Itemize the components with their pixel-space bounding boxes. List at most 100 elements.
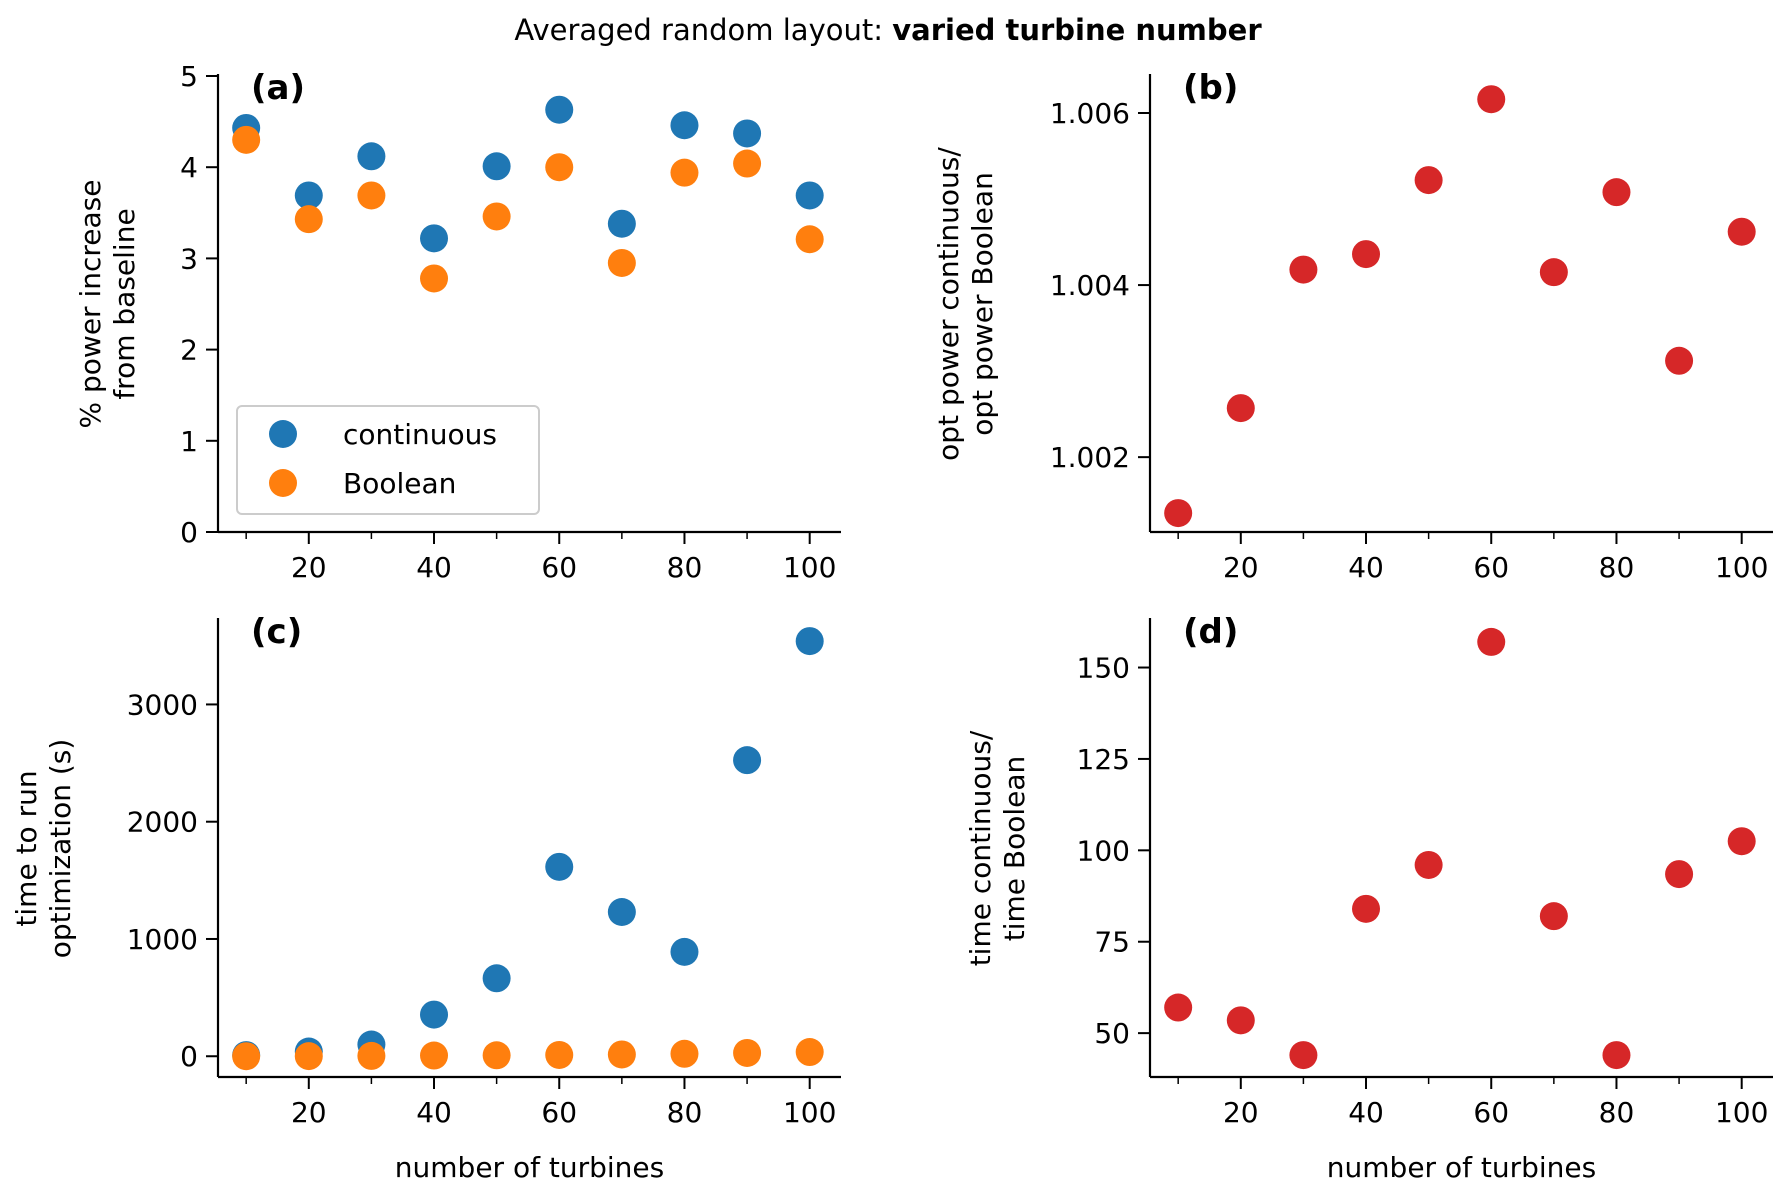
panel-label: (d) (1183, 612, 1238, 652)
x-tick-label: 100 (1715, 551, 1768, 584)
data-point-continuous (482, 152, 511, 181)
x-tick-label: 40 (1348, 1096, 1384, 1129)
data-point-ratio (1665, 346, 1694, 375)
data-point-boolean (795, 1038, 824, 1067)
data-point-boolean (294, 1042, 323, 1071)
panel-a: 0 1 2 3 4 5 20 40 60 80 100 (a) % power increasefrom… (74, 60, 841, 584)
data-point-ratio (1289, 1041, 1318, 1070)
data-point-continuous (545, 95, 574, 124)
series-boolean (232, 1038, 824, 1071)
data-point-continuous (670, 111, 699, 140)
x-tick-label: 80 (1599, 1096, 1635, 1129)
data-point-ratio (1226, 1006, 1255, 1035)
y-tick-label: 4 (180, 151, 198, 184)
data-point-ratio (1352, 240, 1381, 269)
x-tick-label: 80 (1599, 551, 1635, 584)
data-point-boolean (733, 149, 762, 178)
figure-title: Averaged random layout: varied turbine n… (514, 13, 1262, 47)
y-tick-label: 2 (180, 334, 198, 367)
data-point-ratio (1539, 258, 1568, 287)
x-tick-label: 20 (291, 1096, 327, 1129)
panel-label: (b) (1183, 68, 1238, 108)
y-tick-label: 1000 (127, 923, 198, 956)
data-point-ratio (1226, 394, 1255, 423)
data-point-ratio (1289, 255, 1318, 284)
data-point-continuous (357, 142, 386, 171)
data-point-continuous (670, 937, 699, 966)
y-tick-label: 100 (1077, 834, 1130, 867)
series-ratio (1164, 85, 1756, 528)
y-axis-label-line: % power increase (74, 180, 107, 429)
series-ratio (1164, 627, 1756, 1070)
x-tick-label: 60 (1473, 1096, 1509, 1129)
data-point-ratio (1164, 499, 1193, 528)
data-point-boolean (733, 1038, 762, 1067)
data-point-ratio (1539, 902, 1568, 931)
figure-title-bold: varied turbine number (892, 13, 1262, 47)
x-tick-label: 100 (783, 1096, 836, 1129)
y-tick-label: 75 (1094, 926, 1130, 959)
data-point-ratio (1414, 166, 1443, 195)
y-tick-label: 3000 (127, 688, 198, 721)
y-axis-label-line: from baseline (108, 208, 141, 399)
y-tick-label: 1.006 (1050, 97, 1130, 130)
y-axis-label: time continuous/time Boolean (964, 730, 1031, 966)
data-point-continuous (294, 181, 323, 210)
data-point-ratio (1164, 993, 1193, 1022)
x-tick-label: 20 (1223, 551, 1259, 584)
legend-marker (269, 469, 297, 497)
x-tick-label: 100 (1715, 1096, 1768, 1129)
data-point-boolean (670, 158, 699, 187)
y-axis-label-line: time to run (10, 770, 43, 926)
x-tick-label: 60 (541, 551, 577, 584)
x-axis-label: number of turbines (1327, 1151, 1596, 1184)
y-axis-label: opt power continuous/opt power Boolean (932, 147, 999, 461)
y-tick-label: 1.004 (1050, 269, 1130, 302)
data-point-boolean (420, 1041, 449, 1070)
legend-marker (269, 420, 297, 448)
x-tick-label: 20 (291, 551, 327, 584)
data-point-boolean (607, 248, 636, 277)
data-point-continuous (420, 224, 449, 253)
y-tick-label: 0 (180, 1040, 198, 1073)
data-point-continuous (795, 627, 824, 656)
data-point-continuous (733, 746, 762, 775)
data-point-boolean (545, 1040, 574, 1069)
y-tick-label: 50 (1094, 1017, 1130, 1050)
data-point-continuous (420, 1000, 449, 1029)
series-continuous (232, 627, 824, 1070)
legend-label: continuous (343, 418, 497, 451)
y-tick-label: 1.002 (1050, 441, 1130, 474)
x-axis-label: number of turbines (395, 1151, 664, 1184)
series-continuous (232, 95, 824, 253)
data-point-boolean (294, 205, 323, 234)
data-point-boolean (795, 225, 824, 254)
data-point-boolean (357, 181, 386, 210)
data-point-boolean (607, 1040, 636, 1069)
data-point-boolean (545, 153, 574, 182)
y-axis-label-line: opt power continuous/ (932, 147, 965, 461)
data-point-continuous (482, 964, 511, 993)
data-point-ratio (1602, 1041, 1631, 1070)
x-tick-label: 100 (783, 551, 836, 584)
data-point-ratio (1477, 85, 1506, 114)
data-point-continuous (607, 209, 636, 238)
data-point-boolean (357, 1041, 386, 1070)
x-tick-label: 80 (667, 551, 703, 584)
y-axis-label-line: time Boolean (998, 756, 1031, 942)
data-point-ratio (1602, 178, 1631, 207)
y-tick-label: 3 (180, 242, 198, 275)
y-tick-label: 1 (180, 425, 198, 458)
data-point-ratio (1352, 894, 1381, 923)
panel-d: 50 75 100 125 150 20 40 60 80 100 (d) time continuo… (964, 612, 1773, 1184)
y-axis-label: % power increasefrom baseline (74, 180, 141, 429)
data-point-ratio (1414, 850, 1443, 879)
data-point-ratio (1665, 860, 1694, 889)
data-point-boolean (232, 125, 261, 154)
x-tick-label: 40 (1348, 551, 1384, 584)
panel-label: (c) (251, 612, 302, 652)
panel-c: 0 1000 2000 3000 20 40 60 80 100 (c) time to runop… (10, 612, 841, 1184)
legend-label: Boolean (343, 467, 456, 500)
data-point-ratio (1477, 627, 1506, 656)
data-point-boolean (670, 1039, 699, 1068)
